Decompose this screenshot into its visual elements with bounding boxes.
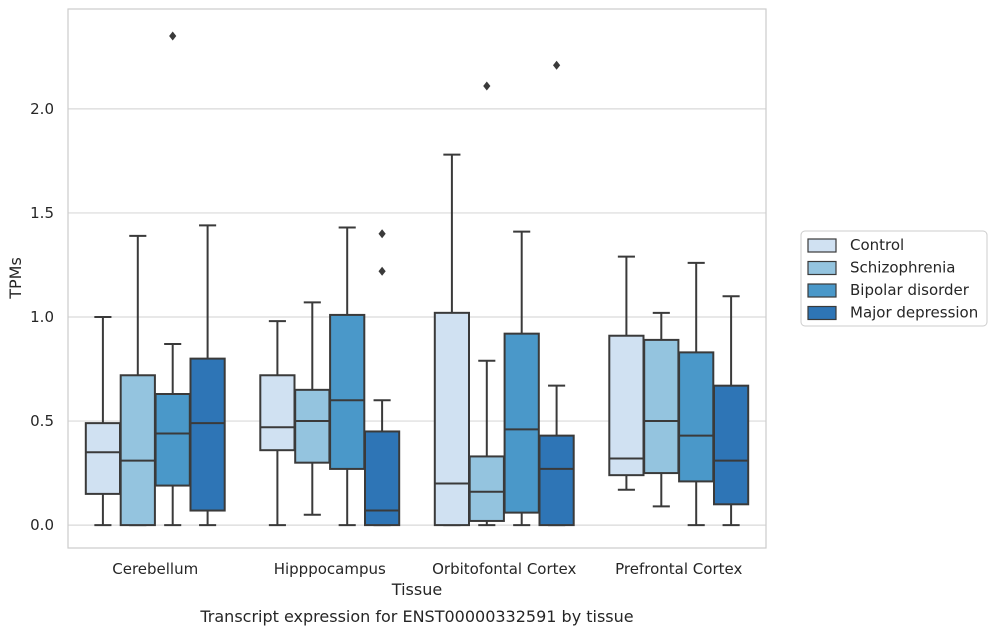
- box: [119, 234, 156, 527]
- box-body: [608, 334, 645, 477]
- x-tick-label: Orbitofontal Cortex: [432, 560, 576, 578]
- outlier-point: [483, 81, 491, 91]
- box-body: [433, 311, 471, 527]
- y-tick-label: 0.5: [30, 412, 54, 430]
- box: [678, 261, 715, 527]
- box: [712, 295, 750, 527]
- box: [294, 301, 331, 516]
- y-tick-label: 1.5: [30, 204, 54, 222]
- box: [468, 81, 505, 527]
- legend-label: Major depression: [850, 304, 978, 322]
- box-body: [643, 338, 680, 475]
- legend-swatch: [807, 260, 837, 276]
- x-tick-label: Hipppocampus: [274, 560, 386, 578]
- box: [608, 255, 645, 491]
- outlier-point: [378, 229, 386, 239]
- chart-caption: Transcript expression for ENST0000033259…: [199, 607, 633, 626]
- box: [538, 60, 575, 527]
- box-body: [712, 384, 750, 506]
- box-body: [119, 374, 156, 527]
- box-body: [503, 332, 540, 514]
- box-body: [154, 393, 191, 487]
- box-body: [189, 357, 226, 512]
- box-body: [259, 374, 296, 452]
- x-tick-label: Prefrontal Cortex: [615, 560, 742, 578]
- legend-label: Bipolar disorder: [850, 281, 970, 299]
- x-axis-title: Tissue: [391, 580, 442, 599]
- box-body: [363, 430, 401, 527]
- y-tick-label: 0.0: [30, 516, 54, 534]
- box-body: [329, 313, 366, 470]
- box: [363, 229, 401, 527]
- legend-label: Schizophrenia: [850, 259, 955, 277]
- box: [189, 224, 226, 527]
- box: [643, 311, 680, 508]
- outlier-point: [169, 31, 177, 41]
- box: [329, 226, 366, 527]
- box: [433, 153, 471, 527]
- box-body: [678, 351, 715, 483]
- outlier-point: [553, 60, 561, 70]
- legend-swatch: [807, 283, 837, 298]
- legend-swatch: [807, 238, 837, 253]
- legend-label: Control: [850, 236, 904, 254]
- box-body: [538, 434, 575, 527]
- legend-swatch: [807, 305, 837, 321]
- box: [503, 230, 540, 527]
- box-body: [468, 455, 505, 522]
- y-tick-labels: 0.0 0.5 1.0 1.5 2.0: [30, 100, 54, 534]
- y-tick-label: 1.0: [30, 308, 54, 326]
- outlier-point: [378, 266, 386, 276]
- box: [259, 320, 296, 527]
- plot-frame: [67, 8, 767, 549]
- box-body: [84, 422, 122, 495]
- x-tick-label: Cerebellum: [112, 560, 198, 578]
- legend: Control Schizophrenia Bipolar disorder Majo…: [800, 230, 988, 327]
- legend-frame: [800, 230, 988, 327]
- box-groups: [84, 31, 750, 527]
- box: [154, 31, 191, 527]
- x-tick-labels: Cerebellum Hipppocampus Orbitofontal Corte…: [112, 560, 742, 578]
- box-body: [294, 388, 331, 464]
- y-tick-label: 2.0: [30, 100, 54, 118]
- y-axis-title: TPMs: [6, 257, 25, 300]
